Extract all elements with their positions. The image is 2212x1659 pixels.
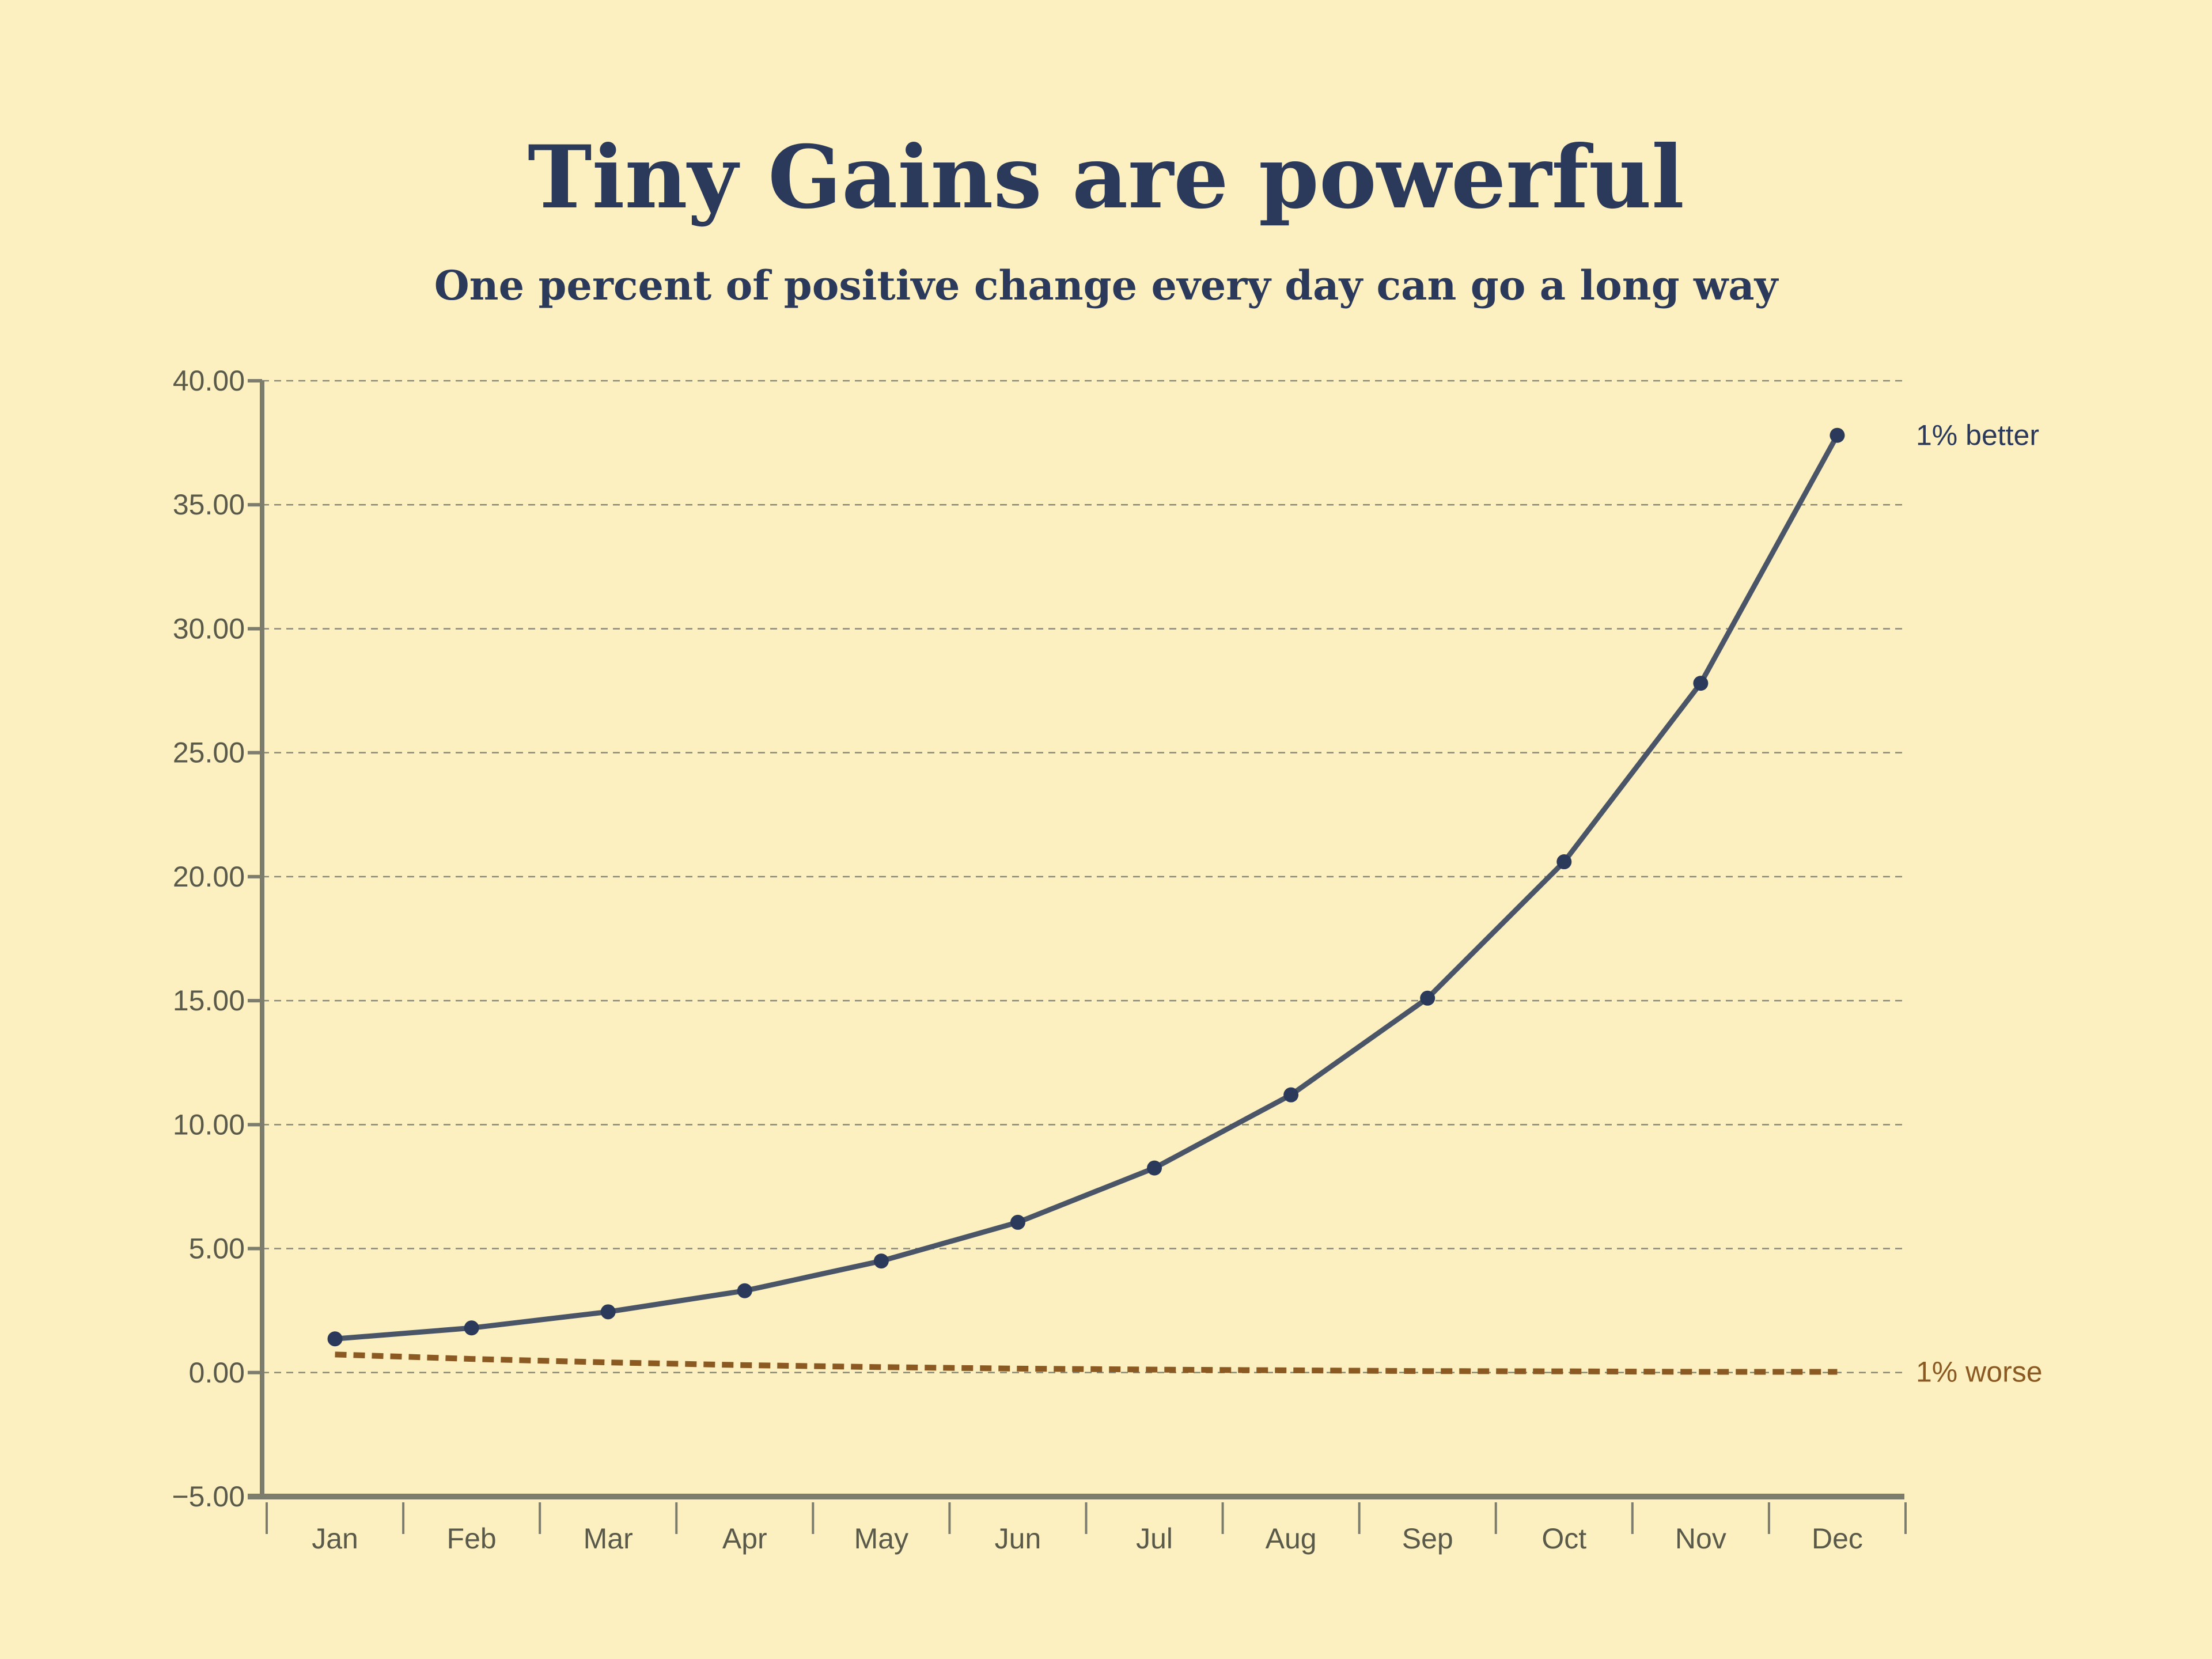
y-axis-ticks: 40.00 35.00 30.00 25.00 20.00 15.00 10.00 5.00 0… <box>172 365 262 1513</box>
y-tick-label: 20.00 <box>173 861 245 893</box>
data-point <box>1420 990 1435 1006</box>
data-point <box>327 1331 343 1347</box>
x-tick-label: May <box>854 1522 908 1555</box>
data-point <box>873 1253 889 1269</box>
y-tick-label: 5.00 <box>189 1233 245 1265</box>
series-label: 1% worse <box>1916 1355 2043 1388</box>
x-tick-label: Nov <box>1675 1522 1726 1555</box>
series-line-0 <box>335 434 1840 1342</box>
data-point <box>1010 1214 1025 1230</box>
data-point <box>1556 854 1572 870</box>
x-tick-label: Dec <box>1812 1522 1863 1555</box>
y-tick-label: 0.00 <box>189 1357 245 1389</box>
x-tick-label: Oct <box>1541 1522 1586 1555</box>
series-label: 1% better <box>1916 419 2039 452</box>
y-tick-label: 30.00 <box>173 612 245 645</box>
x-tick-label: Mar <box>584 1522 633 1555</box>
x-tick-label: Apr <box>722 1522 767 1555</box>
series <box>327 427 1845 1375</box>
y-tick-label: 15.00 <box>173 984 245 1017</box>
data-point <box>737 1283 752 1298</box>
y-tick-label: 40.00 <box>173 365 245 397</box>
x-tick-label: Jan <box>312 1522 358 1555</box>
x-tick-label: Sep <box>1402 1522 1453 1555</box>
x-tick-label: Jul <box>1136 1522 1173 1555</box>
data-point <box>1147 1160 1162 1176</box>
y-tick-label: 35.00 <box>173 488 245 521</box>
chart-subtitle: One percent of positive change every day… <box>434 262 1779 309</box>
x-axis-ticks: Jan Feb Mar Apr May Jun Jul Aug Sep Oct Nov Dec <box>266 1502 1907 1555</box>
series-line-1 <box>335 1351 1838 1375</box>
x-tick-label: Aug <box>1266 1522 1317 1555</box>
data-point <box>464 1320 479 1336</box>
axes <box>248 381 1904 1499</box>
series-labels: 1% better 1% worse <box>1916 419 2043 1388</box>
gridlines <box>262 380 1904 1374</box>
data-point <box>600 1304 616 1320</box>
y-tick-label: −5.00 <box>172 1480 245 1513</box>
data-point <box>1693 676 1709 691</box>
data-point <box>1830 427 1845 443</box>
x-tick-label: Feb <box>447 1522 497 1555</box>
x-tick-label: Jun <box>995 1522 1041 1555</box>
data-point <box>1283 1087 1299 1103</box>
y-tick-label: 25.00 <box>173 737 245 769</box>
y-tick-label: 10.00 <box>173 1108 245 1141</box>
chart-title: Tiny Gains are powerful <box>528 127 1684 228</box>
